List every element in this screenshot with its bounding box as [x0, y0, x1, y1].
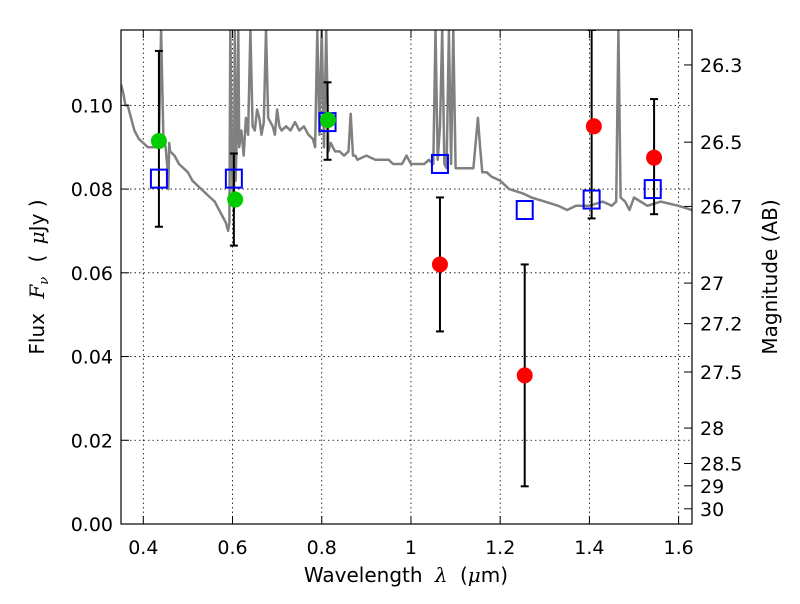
model-photometry-point	[582, 189, 601, 210]
y2-tick-label: 27	[700, 273, 724, 295]
grid-lines	[121, 30, 692, 525]
model-photometry-point	[643, 179, 662, 200]
x-axis-title-units-mu: μ	[468, 563, 481, 587]
y2-tick-label: 27.5	[700, 362, 742, 384]
y-axis-title-text: Flux	[25, 313, 49, 355]
y2-tick-label: 26.3	[700, 55, 742, 77]
y2-axis-title: Magnitude (AB)	[758, 199, 782, 354]
x-tick-label: 1.4	[574, 537, 604, 559]
y2-tick-label: 26.5	[700, 132, 742, 154]
red-observed-point	[646, 149, 663, 166]
y2-tick-label: 28.5	[700, 453, 742, 475]
red-observed-point	[585, 118, 602, 135]
green-observed-point	[319, 112, 336, 129]
x-tick-label: 0.4	[128, 537, 158, 559]
y-tick-label: 0.04	[71, 347, 113, 369]
x-axis-title-text: Wavelength	[304, 563, 423, 587]
x-axis-title: Wavelength λ (μm)	[304, 563, 508, 587]
x-axis-title-units-close: m)	[481, 563, 508, 587]
model-photometry-point	[430, 153, 449, 174]
y-tick-label: 0.06	[71, 263, 113, 285]
y-tick-label: 0.08	[71, 179, 113, 201]
y2-tick-label: 27.2	[700, 314, 742, 336]
green-observed-point	[150, 132, 167, 149]
y-tick-label: 0.00	[71, 514, 113, 536]
x-tick-label: 1.6	[664, 537, 694, 559]
model-sed-layer	[121, 30, 692, 233]
y-tick-label: 0.10	[71, 95, 113, 117]
plot-frame	[120, 29, 693, 525]
x-tick-label: 1	[405, 537, 417, 559]
model-photometry-point	[224, 168, 243, 189]
axis-ticks: 0.4 0.6 0.8 1 1.2 1.4 1.6 0.00 0.02 0.04 0.06 0.08 0…	[71, 30, 742, 559]
model-photometry-point	[515, 200, 534, 221]
y-axis-title-units-mu: μ	[25, 231, 49, 244]
y-axis-title-symbol: F	[25, 284, 49, 300]
x-tick-label: 0.8	[307, 537, 337, 559]
x-axis-title-symbol: λ	[434, 563, 448, 587]
data-markers	[149, 112, 663, 384]
y2-tick-label: 26.7	[700, 196, 742, 218]
y2-tick-label: 30	[700, 499, 724, 521]
y-axis-title-symbol-sub: ν	[37, 277, 52, 285]
x-axis-title-units-open: (	[460, 563, 468, 587]
red-observed-point	[431, 256, 448, 273]
y2-tick-label: 29	[700, 476, 724, 498]
red-observed-point	[516, 367, 533, 384]
x-tick-label: 1.2	[485, 537, 515, 559]
y-axis-title-units-open: (	[25, 255, 49, 263]
y-axis-title: Flux Fν ( μJy )	[25, 199, 53, 354]
x-tick-label: 0.6	[217, 537, 247, 559]
model-sed-line	[121, 30, 692, 233]
model-photometry-point	[149, 168, 168, 189]
y-tick-label: 0.02	[71, 430, 113, 452]
y-axis-title-units-close: Jy )	[25, 199, 49, 233]
green-observed-point	[227, 191, 244, 208]
y2-tick-label: 28	[700, 418, 724, 440]
